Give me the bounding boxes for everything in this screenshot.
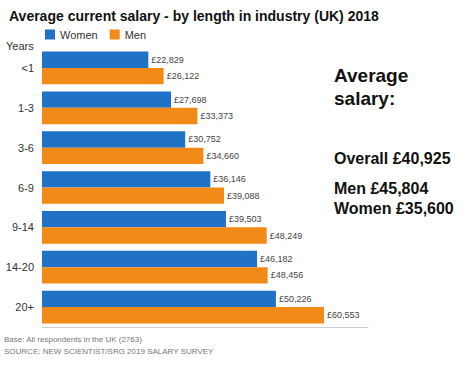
svg-text:Men: Men: [125, 29, 146, 41]
svg-text:20+: 20+: [15, 301, 34, 313]
svg-text:Average current salary - by le: Average current salary - by length in in…: [9, 8, 379, 24]
svg-text:£27,698: £27,698: [174, 95, 207, 105]
svg-text:£22,829: £22,829: [151, 55, 184, 65]
svg-text:£34,660: £34,660: [206, 151, 239, 161]
svg-text:Women: Women: [60, 29, 98, 41]
svg-text:£26,122: £26,122: [167, 71, 200, 81]
svg-text:£60,553: £60,553: [327, 310, 360, 320]
svg-text:14-20: 14-20: [6, 261, 34, 273]
svg-text:Average: Average: [334, 65, 414, 86]
svg-text:Women £35,600: Women £35,600: [334, 200, 454, 217]
svg-text:<1: <1: [21, 62, 34, 74]
svg-text:£50,226: £50,226: [279, 294, 312, 304]
svg-text:salary:: salary:: [334, 88, 395, 109]
svg-text:£48,249: £48,249: [270, 231, 303, 241]
svg-text:Overall £40,925: Overall £40,925: [334, 150, 451, 167]
svg-text:£36,146: £36,146: [213, 174, 246, 184]
svg-text:Base: All respondents in the U: Base: All respondents in the UK (2763): [4, 335, 142, 344]
svg-text:£30,752: £30,752: [188, 134, 221, 144]
svg-text:Men £45,804: Men £45,804: [334, 180, 428, 197]
svg-text:£33,373: £33,373: [200, 111, 233, 121]
svg-text:£39,503: £39,503: [229, 214, 262, 224]
svg-text:6-9: 6-9: [18, 182, 34, 194]
svg-text:£39,088: £39,088: [227, 191, 260, 201]
svg-text:SOURCE: NEW SCIENTIST/SRG 2019: SOURCE: NEW SCIENTIST/SRG 2019 SALARY SU…: [4, 347, 214, 356]
svg-text:1-3: 1-3: [18, 102, 34, 114]
svg-text:£48,456: £48,456: [271, 270, 304, 280]
svg-text:3-6: 3-6: [18, 142, 34, 154]
svg-text:£46,182: £46,182: [260, 254, 293, 264]
svg-text:9-14: 9-14: [12, 221, 34, 233]
svg-text:Years: Years: [6, 40, 34, 52]
